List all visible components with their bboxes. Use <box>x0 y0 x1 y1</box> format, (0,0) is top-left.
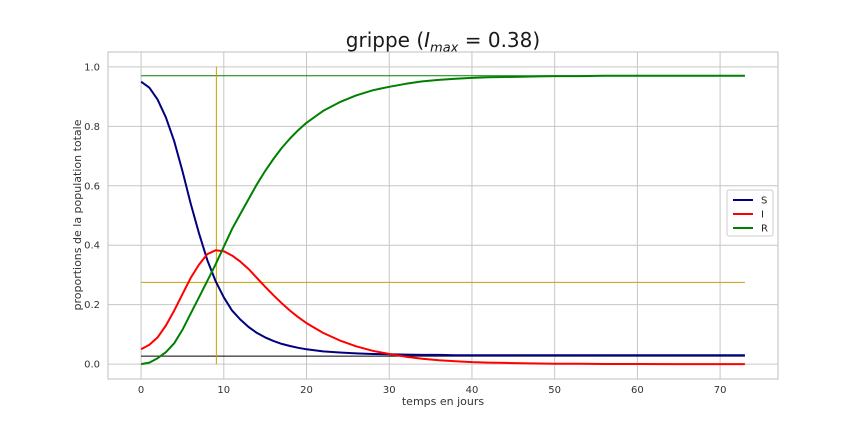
chart-title-var: I <box>424 28 430 52</box>
y-tick-label: 0.0 <box>84 360 100 371</box>
y-ticks: 0.0 0.2 0.4 0.6 0.8 1.0 <box>84 62 100 370</box>
y-axis-label: proportions de la population totale <box>71 119 84 310</box>
x-tick-label: 50 <box>548 385 561 396</box>
series-line-s <box>140 80 745 357</box>
chart-title-rest: = 0.38) <box>458 28 540 52</box>
chart-title-prefix: grippe ( <box>346 28 424 52</box>
x-axis-label: temps en jours <box>402 395 485 408</box>
legend-label-i: I <box>761 210 764 221</box>
legend: SIR <box>726 189 774 237</box>
x-tick-label: 30 <box>383 385 396 396</box>
series-line-i <box>140 249 745 366</box>
grid <box>108 52 778 379</box>
series-line-r <box>140 74 745 366</box>
y-tick-label: 0.2 <box>84 300 100 311</box>
y-tick-label: 0.4 <box>84 241 100 252</box>
legend-label-s: S <box>761 196 767 207</box>
y-tick-label: 1.0 <box>84 62 100 73</box>
y-tick-label: 0.6 <box>84 181 100 192</box>
x-tick-label: 70 <box>714 385 727 396</box>
legend-label-r: R <box>761 224 768 235</box>
y-tick-label: 0.8 <box>84 122 100 133</box>
x-tick-label: 40 <box>466 385 479 396</box>
x-tick-label: 20 <box>300 385 313 396</box>
x-tick-label: 0 <box>138 385 144 396</box>
x-tick-label: 60 <box>631 385 644 396</box>
x-tick-label: 10 <box>217 385 230 396</box>
series-layer <box>140 74 745 366</box>
plot-area <box>107 51 779 380</box>
x-ticks: 0 10 20 30 40 50 60 70 <box>138 385 727 396</box>
